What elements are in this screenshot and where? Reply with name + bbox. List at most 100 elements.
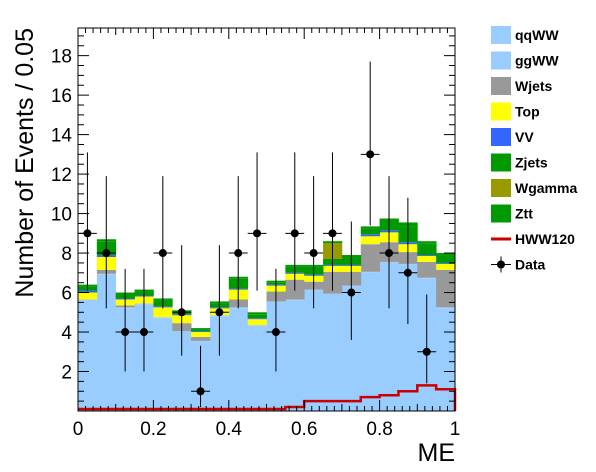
legend: qqWW ggWW Wjets Top VV Zjets Wgamma Ztt HWW120 Da… — [491, 26, 577, 273]
bar-vv — [78, 290, 98, 293]
bar-qqww — [172, 332, 192, 411]
legend-swatch — [491, 51, 511, 70]
legend-entry-zjets: Zjets — [491, 153, 548, 172]
data-marker — [328, 229, 337, 238]
bar-ggww — [417, 277, 437, 279]
data-point — [191, 345, 210, 408]
legend-entry-top: Top — [491, 102, 540, 121]
data-marker — [196, 387, 205, 396]
bar-vv — [191, 331, 211, 333]
legend-label: VV — [515, 129, 534, 145]
x-tick-label: 0.8 — [366, 419, 392, 440]
legend-label: Wgamma — [515, 180, 577, 196]
data-point — [398, 197, 418, 325]
bar-ggww — [285, 299, 305, 301]
y-tick-label: 10 — [51, 205, 72, 226]
y-tick-label: 4 — [61, 323, 72, 344]
bar-qqww — [153, 318, 173, 411]
data-points — [78, 61, 437, 408]
legend-swatch — [491, 179, 511, 197]
y-tick-label: 14 — [51, 126, 73, 147]
bar-vv — [417, 255, 437, 257]
data-point — [417, 294, 437, 384]
bar-wjets — [191, 336, 211, 341]
bar-qqww — [360, 272, 380, 411]
legend-swatch-marker — [497, 260, 505, 269]
data-point — [266, 268, 286, 372]
legend-swatch — [491, 77, 511, 95]
bar-ggww — [78, 299, 98, 301]
data-point — [228, 176, 248, 309]
legend-entry-ztt: Ztt — [491, 204, 533, 223]
bar-ggww — [247, 325, 267, 327]
legend-label: qqWW — [515, 27, 559, 43]
data-marker — [253, 229, 262, 238]
bar-top — [78, 292, 98, 300]
x-tick-label: 0 — [73, 419, 84, 440]
legend-label: Top — [515, 104, 540, 120]
legend-entry-vv: VV — [491, 128, 534, 146]
bar-qqww — [323, 294, 343, 411]
data-point — [341, 221, 361, 340]
data-marker — [102, 249, 111, 258]
data-marker — [290, 229, 299, 238]
bar-vv — [247, 318, 267, 320]
bar-top — [360, 236, 380, 245]
legend-label: Zjets — [515, 155, 548, 171]
x-tick-label: 1 — [450, 419, 461, 440]
bar-vv — [436, 262, 456, 264]
y-tick-label: 18 — [51, 47, 72, 68]
bar-zjets — [191, 329, 211, 332]
data-marker — [403, 268, 412, 277]
x-tick-label: 0.4 — [216, 419, 243, 440]
legend-swatch — [491, 128, 511, 146]
data-point — [153, 176, 173, 309]
data-marker — [215, 308, 224, 317]
bar-ztt — [436, 253, 456, 256]
bar-ztt — [360, 226, 380, 229]
y-tick-label: 16 — [51, 86, 72, 107]
bar-ggww — [436, 307, 456, 309]
data-marker — [385, 249, 394, 258]
bar-ztt — [191, 328, 211, 330]
x-axis-title: ME — [418, 439, 456, 467]
data-point — [115, 268, 135, 372]
data-marker — [121, 328, 130, 337]
legend-label: Data — [515, 257, 546, 273]
bar-top — [191, 332, 211, 337]
bar-top — [436, 263, 456, 270]
bar-zjets — [417, 243, 437, 256]
legend-entry-wgamma: Wgamma — [491, 179, 577, 197]
legend-label: Wjets — [515, 78, 553, 94]
data-point — [209, 245, 229, 356]
legend-entry-data: Data — [491, 256, 546, 273]
y-tick-label: 6 — [61, 284, 72, 305]
data-marker — [422, 347, 431, 356]
bar-wjets — [417, 261, 437, 278]
data-point — [379, 176, 399, 309]
legend-entry-qqww: qqWW — [491, 26, 559, 44]
data-point — [360, 61, 380, 226]
data-marker — [366, 150, 375, 159]
data-point — [96, 176, 116, 309]
bar-top — [417, 256, 437, 262]
bar-ztt — [417, 241, 437, 244]
bar-wjets — [436, 269, 456, 308]
data-point — [247, 152, 267, 291]
bar-vv — [360, 234, 380, 237]
data-point — [134, 268, 154, 372]
y-tick-label: 2 — [61, 363, 72, 384]
data-marker — [139, 328, 148, 337]
bar-qqww — [285, 300, 305, 411]
bar-qqww — [78, 300, 98, 411]
data-point — [285, 152, 305, 291]
bar-qqww — [247, 326, 267, 411]
legend-label: HWW120 — [515, 231, 575, 247]
bar-qqww — [228, 308, 249, 411]
data-point — [304, 176, 324, 309]
bar-qqww — [436, 308, 456, 411]
y-tick-label: 8 — [61, 244, 72, 265]
data-marker — [309, 249, 318, 258]
bar-zjets — [436, 255, 456, 263]
